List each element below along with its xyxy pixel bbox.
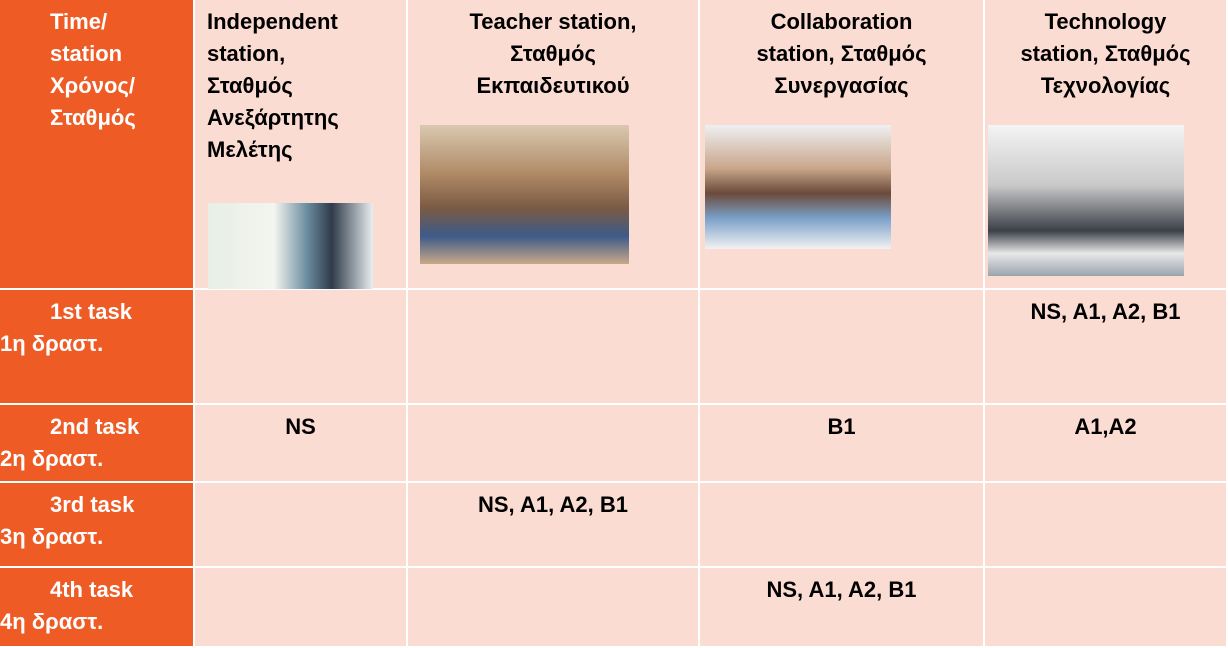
cell-text: 3rd task <box>50 492 135 517</box>
row-label: 2nd task 2η δραστ. <box>0 405 193 481</box>
cell-text: NS, A1, A2, B1 <box>478 492 628 517</box>
table-cell <box>195 483 406 566</box>
cell-text: NS, A1, A2, B1 <box>1030 299 1181 324</box>
row-label: 1st task 1η δραστ. <box>0 290 193 403</box>
cell-text: Ανεξάρτητης <box>207 105 339 130</box>
cell-text: NS, A1, A2, B1 <box>766 577 917 602</box>
cell-text: Technology <box>1044 9 1167 34</box>
cell-text: 2nd task <box>50 414 140 439</box>
cell-text: 4th task <box>50 577 134 602</box>
cell-text: Συνεργασίας <box>774 73 909 98</box>
table-cell <box>195 568 406 646</box>
cell-text: 2η δραστ. <box>0 446 104 471</box>
cell-text: station <box>50 41 123 66</box>
cell-text: station, <box>207 41 286 66</box>
table-cell: NS <box>195 405 406 481</box>
cell-text: Εκπαιδευτικού <box>476 73 630 98</box>
header-cell: Time/station Χρόνος/Σταθμός <box>0 0 193 288</box>
cell-text: Σταθμός <box>207 73 293 98</box>
cell-text: Σταθμός <box>510 41 596 66</box>
cell-text: A1,A2 <box>1074 414 1137 439</box>
photo <box>988 125 1184 276</box>
cell-text: 1st task <box>50 299 132 324</box>
cell-text: Teacher station, <box>469 9 637 34</box>
cell-text: B1 <box>827 414 856 439</box>
cell-text: Σταθμός <box>50 105 136 130</box>
cell-text: 1η δραστ. <box>0 331 104 356</box>
cell-text: 4η δραστ. <box>0 609 104 634</box>
table-cell <box>700 290 983 403</box>
table-cell: NS, A1, A2, B1 <box>700 568 983 646</box>
cell-text: Collaboration <box>770 9 913 34</box>
cell-text: Τεχνολογίας <box>1040 73 1171 98</box>
cell-text: 3η δραστ. <box>0 524 104 549</box>
row-label: 3rd task 3η δραστ. <box>0 483 193 566</box>
cell-text: station, Σταθμός <box>1020 41 1191 66</box>
photo <box>705 125 891 249</box>
row-label: 4th task 4η δραστ. <box>0 568 193 646</box>
table-cell: NS, A1, A2, B1 <box>985 290 1226 403</box>
table-cell <box>985 483 1226 566</box>
cell-text: Independent <box>207 9 338 34</box>
cell-text: Μελέτης <box>207 137 293 162</box>
cell-text: station, Σταθμός <box>756 41 927 66</box>
table-cell <box>700 483 983 566</box>
table-cell: NS, A1, A2, B1 <box>408 483 698 566</box>
table-cell <box>408 290 698 403</box>
table-cell <box>408 405 698 481</box>
table-cell <box>985 568 1226 646</box>
table-cell <box>195 290 406 403</box>
table-cell: A1,A2 <box>985 405 1226 481</box>
cell-text: Χρόνος/ <box>50 73 135 98</box>
cell-text: Time/ <box>50 9 108 34</box>
table-cell: B1 <box>700 405 983 481</box>
table-cell <box>408 568 698 646</box>
photo <box>420 125 629 264</box>
photo <box>208 203 373 289</box>
cell-text: NS <box>285 414 316 439</box>
